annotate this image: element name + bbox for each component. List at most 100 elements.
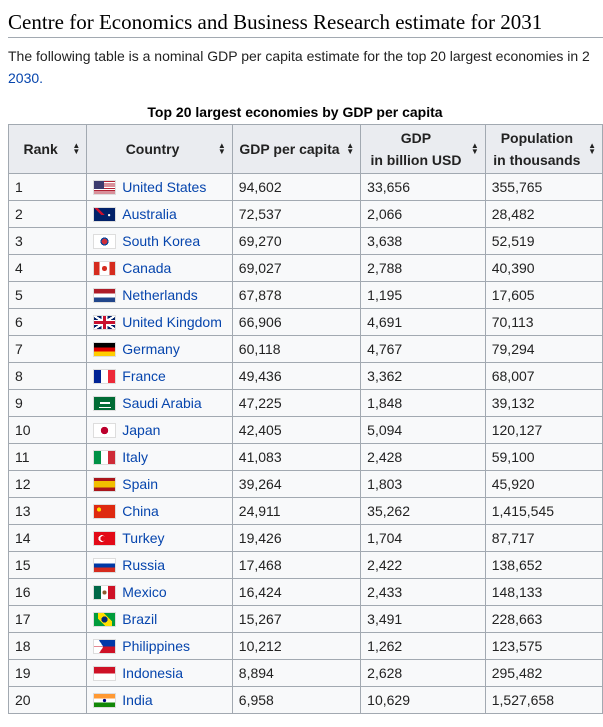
rank-cell: 4: [7, 254, 88, 282]
sort-arrows-icon[interactable]: ▲ ▼: [346, 141, 355, 156]
country-link[interactable]: Russia: [122, 557, 166, 573]
russia-flag-icon: [93, 558, 117, 573]
rank-cell: 13: [7, 497, 88, 525]
table-row: 5 Netherlands 67,878 1,195 17,605: [7, 281, 603, 309]
country-link[interactable]: Indonesia: [122, 665, 183, 681]
australia-flag-icon: [93, 207, 117, 222]
rank-cell: 5: [7, 281, 88, 309]
rank-cell: 19: [7, 659, 88, 687]
country-cell: Russia: [86, 551, 233, 579]
country-link[interactable]: Japan: [122, 422, 161, 438]
gdp-cell: 2,066: [360, 200, 486, 228]
column-header-label: Population: [500, 130, 574, 146]
column-header-population[interactable]: Population in thousands ▲ ▼: [484, 124, 603, 174]
table-row: 15 Russia 17,468 2,422 138,652: [7, 551, 603, 579]
column-header-gdp[interactable]: GDP in billion USD ▲ ▼: [360, 124, 486, 174]
sort-arrows-icon[interactable]: ▲ ▼: [588, 141, 596, 156]
gdp-cell: 1,262: [360, 632, 486, 660]
rank-cell: 18: [7, 632, 88, 660]
gdp-per-capita-cell: 72,537: [231, 200, 362, 228]
gdp-per-capita-cell: 10,212: [231, 632, 362, 660]
country-link[interactable]: China: [122, 503, 159, 519]
country-link[interactable]: France: [122, 368, 166, 384]
sort-arrows-icon[interactable]: ▲ ▼: [470, 141, 479, 156]
country-link[interactable]: India: [122, 692, 153, 708]
table-row: 20 India 6,958 10,629 1,527,658: [7, 686, 603, 714]
country-cell: Mexico: [86, 578, 233, 606]
table-row: 10 Japan 42,405 5,094 120,127: [7, 416, 603, 444]
gdp-cell: 10,629: [360, 686, 486, 714]
country-link[interactable]: Germany: [122, 341, 180, 357]
country-link[interactable]: Turkey: [122, 530, 165, 546]
country-cell: Canada: [86, 254, 233, 282]
population-cell: 355,765: [484, 173, 603, 201]
population-cell: 17,605: [484, 281, 603, 309]
country-link[interactable]: United Kingdom: [122, 314, 222, 330]
rank-cell: 9: [7, 389, 88, 417]
country-link[interactable]: United States: [122, 179, 207, 195]
population-cell: 79,294: [484, 335, 603, 363]
sort-arrows-icon[interactable]: ▲ ▼: [217, 141, 226, 156]
gdp-per-capita-cell: 8,894: [231, 659, 362, 687]
gdp-cell: 1,848: [360, 389, 486, 417]
gdp-cell: 1,195: [360, 281, 486, 309]
column-header-sublabel: in billion USD: [370, 152, 462, 168]
turkey-flag-icon: [93, 531, 117, 546]
population-cell: 138,652: [484, 551, 603, 579]
rank-cell: 7: [7, 335, 88, 363]
country-cell: United Kingdom: [86, 308, 233, 336]
country-link[interactable]: Netherlands: [122, 287, 198, 303]
sort-arrows-icon[interactable]: ▲ ▼: [72, 141, 81, 156]
rank-cell: 1: [7, 173, 88, 201]
spain-flag-icon: [93, 477, 117, 492]
country-link[interactable]: Spain: [122, 476, 159, 492]
country-link[interactable]: Saudi Arabia: [122, 395, 202, 411]
table-row: 16 Mexico 16,424 2,433 148,133: [7, 578, 603, 606]
country-cell: Philippines: [86, 632, 233, 660]
gdp-cell: 3,362: [360, 362, 486, 390]
country-cell: United States: [86, 173, 233, 201]
table-row: 11 Italy 41,083 2,428 59,100: [7, 443, 603, 471]
gdp-per-capita-cell: 66,906: [231, 308, 362, 336]
table-row: 14 Turkey 19,426 1,704 87,717: [7, 524, 603, 552]
country-cell: Australia: [86, 200, 233, 228]
country-link[interactable]: Brazil: [122, 611, 158, 627]
population-cell: 40,390: [484, 254, 603, 282]
gdp-cell: 2,433: [360, 578, 486, 606]
saudi-arabia-flag-icon: [93, 396, 117, 411]
country-link[interactable]: Mexico: [122, 584, 167, 600]
column-header-label: GDP: [400, 130, 432, 146]
gdp-per-capita-cell: 67,878: [231, 281, 362, 309]
column-header-rank[interactable]: Rank ▲ ▼: [7, 124, 88, 174]
rank-cell: 17: [7, 605, 88, 633]
table-row: 18 Philippines 10,212 1,262 123,575: [7, 632, 603, 660]
gdp-per-capita-cell: 19,426: [231, 524, 362, 552]
rank-cell: 20: [7, 686, 88, 714]
table-row: 8 France 49,436 3,362 68,007: [7, 362, 603, 390]
country-cell: Turkey: [86, 524, 233, 552]
intro-year-link[interactable]: 2030.: [8, 70, 44, 86]
netherlands-flag-icon: [93, 288, 117, 303]
gdp-cell: 4,691: [360, 308, 486, 336]
rank-cell: 12: [7, 470, 88, 498]
gdp-cell: 1,704: [360, 524, 486, 552]
country-link[interactable]: Philippines: [122, 638, 190, 654]
france-flag-icon: [93, 369, 117, 384]
table-body: 1 United States 94,602 33,656 355,765 2 Austr…: [7, 173, 603, 714]
country-cell: Saudi Arabia: [86, 389, 233, 417]
column-header-country[interactable]: Country ▲ ▼: [86, 124, 233, 174]
table-row: 3 South Korea 69,270 3,638 52,519: [7, 227, 603, 255]
gdp-per-capita-cell: 47,225: [231, 389, 362, 417]
mexico-flag-icon: [93, 585, 117, 600]
country-link[interactable]: Canada: [122, 260, 172, 276]
country-cell: Brazil: [86, 605, 233, 633]
population-cell: 52,519: [484, 227, 603, 255]
table-row: 7 Germany 60,118 4,767 79,294: [7, 335, 603, 363]
philippines-flag-icon: [93, 639, 117, 654]
column-header-gdp-per-capita[interactable]: GDP per capita ▲ ▼: [231, 124, 362, 174]
population-cell: 148,133: [484, 578, 603, 606]
country-link[interactable]: Australia: [122, 206, 177, 222]
indonesia-flag-icon: [93, 666, 117, 681]
country-link[interactable]: South Korea: [122, 233, 201, 249]
country-link[interactable]: Italy: [122, 449, 148, 465]
